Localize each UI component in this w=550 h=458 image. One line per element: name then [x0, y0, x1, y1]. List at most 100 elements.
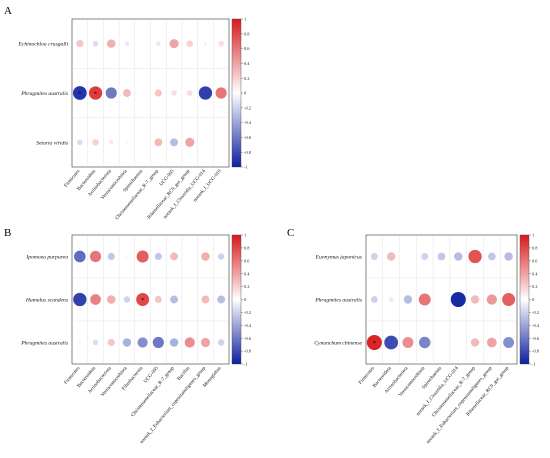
correlation-bubble	[502, 293, 516, 306]
colorbar	[231, 234, 242, 365]
correlation-bubble	[169, 338, 179, 347]
colorbar-tick-label: -0.2	[244, 310, 251, 315]
colorbar-tick-label: -0.6	[244, 135, 252, 140]
colorbar-tick-label: -0.8	[244, 349, 252, 354]
colorbar-tick-label: -0.4	[532, 323, 540, 328]
correlation-bubble	[198, 86, 213, 100]
colorbar-tick-label: -1	[532, 362, 536, 367]
colorbar-tick-label: -0.4	[244, 323, 252, 328]
correlation-bubble	[107, 252, 115, 261]
correlation-bubble	[92, 40, 99, 47]
panel-C: C Euonymus japonicus Phragmites australis C…	[287, 227, 540, 445]
correlation-bubble	[170, 295, 179, 304]
row-label: Humulus scandens	[25, 298, 68, 304]
correlation-bubble	[204, 141, 207, 144]
correlation-bubble	[125, 140, 129, 144]
correlation-bubble	[386, 252, 396, 261]
correlation-bubble	[122, 89, 131, 97]
correlation-bubble	[169, 39, 179, 49]
correlation-bubble	[186, 90, 193, 96]
colorbar-tick-label: 0	[244, 297, 247, 302]
colorbar-tick-label: 0.2	[244, 76, 250, 81]
column-label: norank_f_UCG-010	[193, 169, 223, 203]
correlation-bubble	[188, 255, 191, 258]
row-label: Cynanchum chinense	[314, 341, 362, 347]
significance-mark: *	[78, 92, 81, 98]
correlation-bubble	[154, 252, 162, 261]
colorbar-tick-label: -0.2	[244, 105, 251, 110]
panel-B: B Ipomoea purpurea Humulus scandens Phragmi…	[4, 227, 252, 445]
colorbar-tick-label: -0.8	[244, 150, 252, 155]
correlation-bubble	[200, 337, 211, 348]
correlation-bubble	[152, 336, 164, 349]
colorbar-tick-label: 0	[532, 297, 535, 302]
correlation-bubble	[154, 295, 162, 304]
correlation-bubble	[156, 41, 161, 46]
correlation-bubble	[170, 252, 179, 261]
correlation-bubble	[125, 254, 129, 259]
panel-label: C	[287, 227, 294, 239]
correlation-bubble	[78, 340, 82, 345]
row-label: Setaria viridis	[36, 140, 68, 146]
correlation-bubble	[440, 298, 443, 301]
correlation-bubble	[141, 42, 144, 45]
correlation-bubble	[73, 86, 87, 100]
correlation-bubble	[366, 334, 382, 351]
colorbar-tick-label: 0.4	[244, 61, 250, 66]
correlation-bubble	[370, 253, 378, 260]
colorbar-tick-label: 0.6	[244, 46, 250, 51]
correlation-bubble	[402, 337, 414, 348]
correlation-bubble	[106, 295, 116, 304]
correlation-bubble	[437, 252, 446, 261]
colorbar-tick-label: 1	[244, 17, 246, 22]
correlation-bubble	[92, 139, 99, 146]
correlation-bubble	[185, 137, 195, 147]
colorbar-tick-label: 1	[532, 233, 534, 238]
correlation-bubble	[188, 298, 191, 301]
correlation-bubble	[154, 138, 163, 147]
column-label: Firmicutes	[358, 366, 376, 386]
correlation-bubble	[124, 41, 130, 46]
correlation-bubble	[201, 252, 210, 261]
correlation-bubble	[487, 252, 496, 261]
correlation-bubble	[454, 252, 463, 261]
correlation-bubble	[217, 339, 225, 346]
colorbar-tick-label: 0	[244, 91, 247, 96]
colorbar-tick-label: 0.6	[244, 258, 250, 263]
panel-label: B	[4, 227, 11, 239]
correlation-bubble	[419, 336, 431, 349]
correlation-bubble	[108, 140, 114, 145]
row-label: Ipomoea purpurea	[25, 255, 68, 261]
correlation-bubble	[184, 337, 195, 348]
correlation-bubble	[370, 296, 378, 303]
row-label: Phragmites australis	[20, 91, 68, 97]
correlation-bubble	[122, 338, 132, 347]
colorbar-tick-label: -0.4	[244, 120, 252, 125]
correlation-bubble	[470, 338, 480, 347]
colorbar-tick-label: 0.8	[244, 246, 250, 251]
colorbar-tick-label: -0.6	[244, 336, 252, 341]
correlation-bubble	[457, 341, 460, 344]
row-label: Phragmites australis	[20, 341, 68, 347]
colorbar	[519, 234, 530, 365]
correlation-bubble	[77, 139, 83, 146]
correlation-bubble	[486, 337, 497, 348]
significance-mark: *	[373, 341, 376, 347]
colorbar-tick-label: 0.6	[532, 258, 538, 263]
colorbar-tick-label: 0.2	[244, 284, 250, 289]
correlation-bubble	[89, 250, 102, 263]
correlation-bubble	[90, 294, 101, 305]
correlation-bubble	[468, 249, 482, 264]
correlation-bubble	[218, 40, 224, 47]
correlation-bubble	[406, 255, 410, 258]
colorbar-tick-label: -0.2	[532, 310, 539, 315]
colorbar-tick-label: 0.8	[244, 31, 250, 36]
correlation-bubble	[92, 339, 99, 346]
correlation-bubble	[136, 293, 150, 306]
correlation-bubble	[154, 89, 162, 97]
colorbar-tick-label: -1	[244, 165, 248, 170]
row-label: Phragmites australis	[314, 298, 362, 304]
correlation-bubble	[217, 253, 225, 260]
correlation-bubble	[136, 250, 149, 263]
